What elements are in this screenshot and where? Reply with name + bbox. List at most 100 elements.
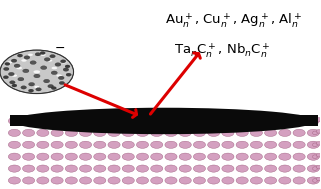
Circle shape	[151, 141, 163, 148]
Circle shape	[122, 177, 134, 184]
Circle shape	[208, 117, 220, 125]
Circle shape	[136, 165, 149, 172]
Circle shape	[236, 117, 248, 125]
Circle shape	[37, 117, 49, 125]
Circle shape	[151, 129, 163, 136]
Circle shape	[165, 141, 177, 148]
Circle shape	[94, 177, 106, 184]
Circle shape	[59, 81, 65, 85]
Circle shape	[37, 129, 49, 136]
Circle shape	[307, 177, 319, 184]
Circle shape	[279, 177, 291, 184]
Circle shape	[307, 153, 319, 160]
Ellipse shape	[52, 67, 57, 69]
Circle shape	[17, 54, 22, 57]
Ellipse shape	[316, 118, 321, 121]
Circle shape	[250, 141, 263, 148]
Ellipse shape	[316, 153, 321, 157]
Circle shape	[10, 81, 15, 84]
Circle shape	[65, 117, 77, 125]
Circle shape	[51, 165, 63, 172]
Circle shape	[279, 129, 291, 136]
Circle shape	[279, 153, 291, 160]
Ellipse shape	[316, 165, 321, 169]
Circle shape	[8, 72, 14, 76]
Circle shape	[108, 117, 120, 125]
Ellipse shape	[313, 143, 317, 147]
Circle shape	[65, 177, 77, 184]
Circle shape	[307, 129, 319, 136]
Circle shape	[37, 141, 49, 148]
Circle shape	[250, 153, 263, 160]
Circle shape	[36, 88, 41, 91]
Circle shape	[151, 117, 163, 125]
Circle shape	[8, 141, 21, 148]
Circle shape	[265, 129, 277, 136]
Ellipse shape	[12, 74, 17, 77]
Circle shape	[250, 177, 263, 184]
Circle shape	[60, 60, 66, 63]
Ellipse shape	[313, 155, 317, 158]
Circle shape	[307, 117, 319, 125]
Circle shape	[279, 117, 291, 125]
Circle shape	[94, 141, 106, 148]
Circle shape	[18, 77, 24, 81]
Circle shape	[51, 117, 63, 125]
Circle shape	[136, 117, 149, 125]
Circle shape	[108, 165, 120, 172]
Circle shape	[122, 141, 134, 148]
Circle shape	[179, 153, 191, 160]
Ellipse shape	[11, 108, 317, 134]
Ellipse shape	[316, 130, 321, 133]
Circle shape	[265, 165, 277, 172]
Circle shape	[12, 84, 17, 87]
Circle shape	[4, 67, 9, 70]
Circle shape	[94, 117, 106, 125]
Circle shape	[5, 62, 10, 65]
Circle shape	[37, 153, 49, 160]
Circle shape	[108, 129, 120, 136]
Ellipse shape	[62, 61, 66, 64]
Circle shape	[136, 141, 149, 148]
Circle shape	[222, 141, 234, 148]
Circle shape	[193, 129, 205, 136]
Circle shape	[265, 141, 277, 148]
Text: $\mathrm{Au}_n^+$, $\mathrm{Cu}_n^+$, $\mathrm{Ag}_n^+$, $\mathrm{Al}_n^+$: $\mathrm{Au}_n^+$, $\mathrm{Cu}_n^+$, $\…	[165, 11, 302, 30]
Circle shape	[165, 117, 177, 125]
Ellipse shape	[316, 141, 321, 145]
Circle shape	[63, 68, 69, 71]
Circle shape	[151, 177, 163, 184]
Circle shape	[94, 153, 106, 160]
Circle shape	[22, 141, 35, 148]
Circle shape	[8, 117, 21, 125]
Circle shape	[51, 153, 63, 160]
Circle shape	[44, 79, 50, 83]
Circle shape	[29, 82, 35, 86]
Circle shape	[51, 177, 63, 184]
Ellipse shape	[56, 74, 62, 77]
Circle shape	[193, 153, 205, 160]
Circle shape	[136, 177, 149, 184]
Circle shape	[279, 165, 291, 172]
Circle shape	[65, 65, 70, 68]
Circle shape	[51, 87, 56, 90]
Circle shape	[40, 66, 47, 70]
Circle shape	[208, 165, 220, 172]
Circle shape	[193, 141, 205, 148]
Circle shape	[179, 141, 191, 148]
Circle shape	[65, 129, 77, 136]
Circle shape	[222, 153, 234, 160]
Circle shape	[236, 177, 248, 184]
Circle shape	[94, 165, 106, 172]
Circle shape	[293, 153, 305, 160]
Circle shape	[307, 165, 319, 172]
Circle shape	[80, 129, 91, 136]
Circle shape	[151, 153, 163, 160]
Circle shape	[222, 129, 234, 136]
Ellipse shape	[313, 179, 317, 182]
Circle shape	[8, 129, 21, 136]
Circle shape	[293, 117, 305, 125]
Ellipse shape	[313, 131, 317, 135]
Circle shape	[151, 165, 163, 172]
Circle shape	[136, 153, 149, 160]
